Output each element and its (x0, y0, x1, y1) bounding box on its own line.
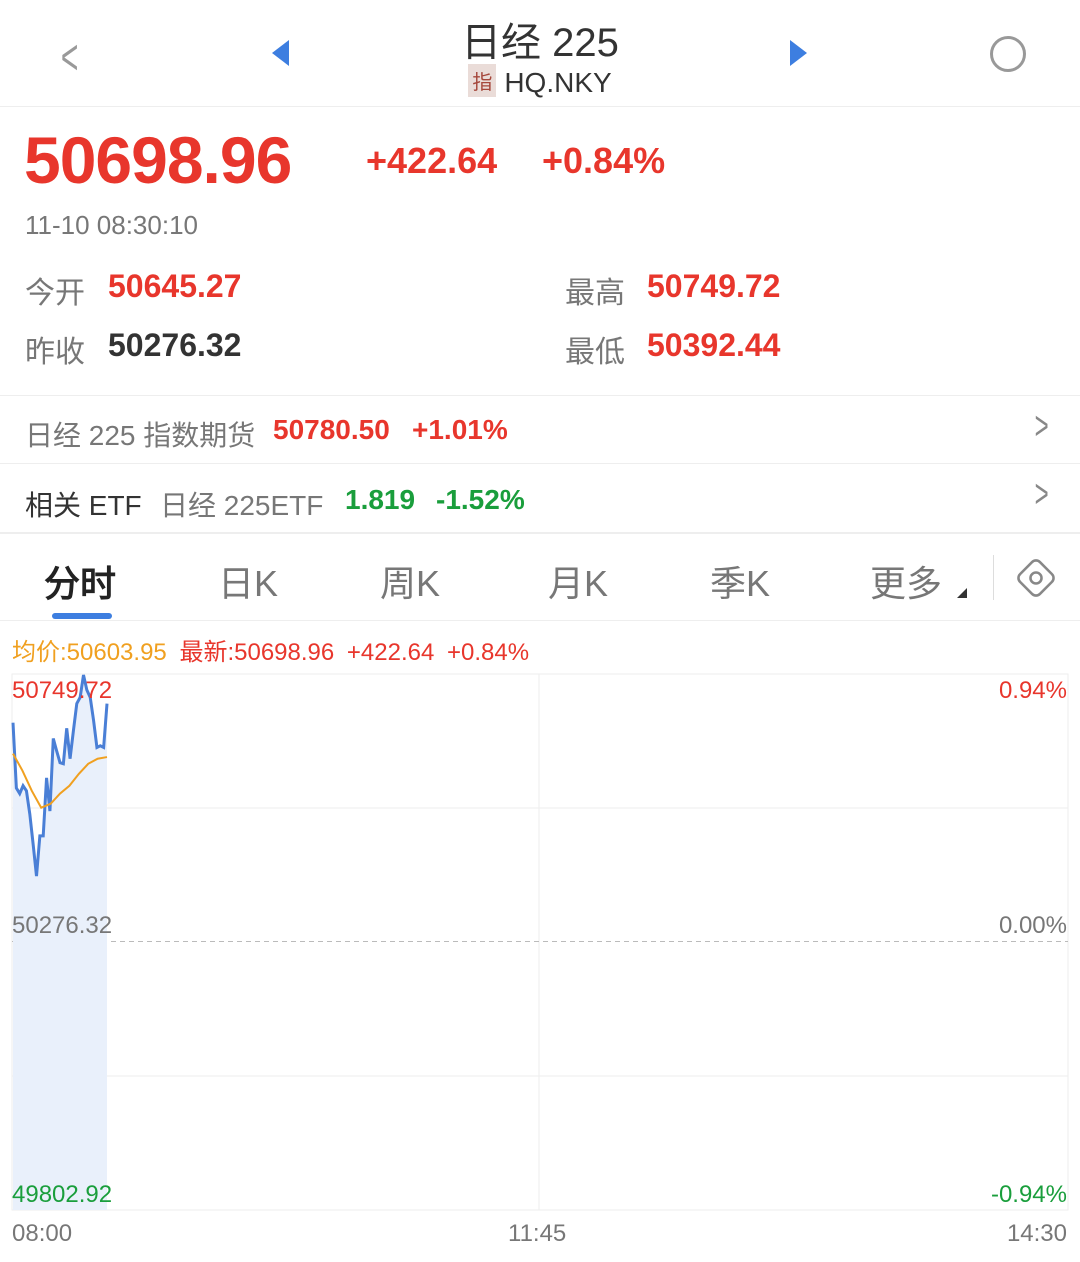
active-tab-indicator (52, 613, 112, 619)
high-label: 最高 (565, 277, 625, 310)
next-stock-icon[interactable] (790, 40, 807, 66)
prev-close-label: 昨收 (25, 336, 85, 369)
pct-label-top: 0.94% (998, 677, 1067, 704)
price-area (13, 675, 107, 1210)
futures-price: 50780.50 (273, 414, 390, 445)
latest-price: 最新:50698.96 (179, 639, 335, 666)
plot-frame (11, 673, 1069, 1211)
price-line (11, 674, 109, 877)
futures-name: 日经 225 指数期货 (25, 420, 256, 451)
back-icon[interactable]: < (60, 29, 79, 85)
price-change: +422.64 (366, 140, 498, 181)
index-badge: 指 (468, 64, 497, 97)
y-label-bottom: 49802.92 (12, 1181, 113, 1208)
price-change-pct: +0.84% (542, 140, 666, 181)
avg-price: 均价:50603.95 (12, 639, 167, 666)
x-label-end: 14:30 (1006, 1220, 1067, 1247)
tab-intraday[interactable]: 分时 (44, 563, 117, 604)
etf-name: 日经 225ETF (160, 490, 324, 521)
quote-time: 11-10 08:30:10 (25, 210, 198, 240)
high-value: 50749.72 (647, 268, 781, 304)
y-label-mid: 50276.32 (12, 912, 113, 939)
tab-quarterly-k[interactable]: 季K (710, 563, 771, 604)
x-label-mid: 11:45 (508, 1220, 567, 1247)
tab-monthly-k[interactable]: 月K (548, 563, 609, 604)
prev-stock-icon[interactable] (272, 40, 289, 66)
latest-pct: +0.84% (447, 639, 530, 666)
prev-close-value: 50276.32 (108, 327, 242, 363)
settings-icon[interactable] (1014, 556, 1058, 600)
etf-label: 相关 ETF (25, 490, 142, 521)
search-icon[interactable] (990, 36, 1026, 72)
y-label-top: 50749.72 (12, 677, 113, 704)
dropdown-triangle-icon (957, 588, 967, 598)
intraday-chart[interactable] (0, 660, 1080, 1262)
avg-price-line (12, 753, 108, 809)
page-title: 日经 225 (461, 21, 619, 65)
low-label: 最低 (565, 336, 625, 369)
low-value: 50392.44 (647, 327, 781, 363)
latest-change: +422.64 (346, 639, 435, 666)
tab-more[interactable]: 更多 (870, 563, 943, 604)
pct-label-mid: 0.00% (998, 912, 1067, 939)
open-label: 今开 (25, 277, 85, 310)
chevron-right-icon: > (1034, 472, 1049, 516)
futures-pct: +1.01% (412, 414, 508, 445)
tab-daily-k[interactable]: 日K (218, 563, 279, 604)
chevron-right-icon: > (1034, 404, 1049, 448)
pct-label-bottom: -0.94% (990, 1181, 1067, 1208)
futures-row[interactable]: 日经 225 指数期货 50780.50 +1.01% > (0, 396, 1080, 463)
etf-row[interactable]: 相关 ETF 日经 225ETF 1.819 -1.52% > (0, 464, 1080, 531)
current-price: 50698.96 (24, 123, 292, 197)
etf-price: 1.819 (345, 484, 416, 515)
chart-info: 均价:50603.95 最新:50698.96 +422.64 +0.84% (12, 632, 529, 667)
open-value: 50645.27 (108, 268, 242, 304)
x-label-start: 08:00 (12, 1220, 73, 1247)
etf-pct: -1.52% (436, 484, 525, 515)
tab-weekly-k[interactable]: 周K (380, 563, 441, 604)
stock-code: 指 HQ.NKY (0, 64, 1080, 99)
